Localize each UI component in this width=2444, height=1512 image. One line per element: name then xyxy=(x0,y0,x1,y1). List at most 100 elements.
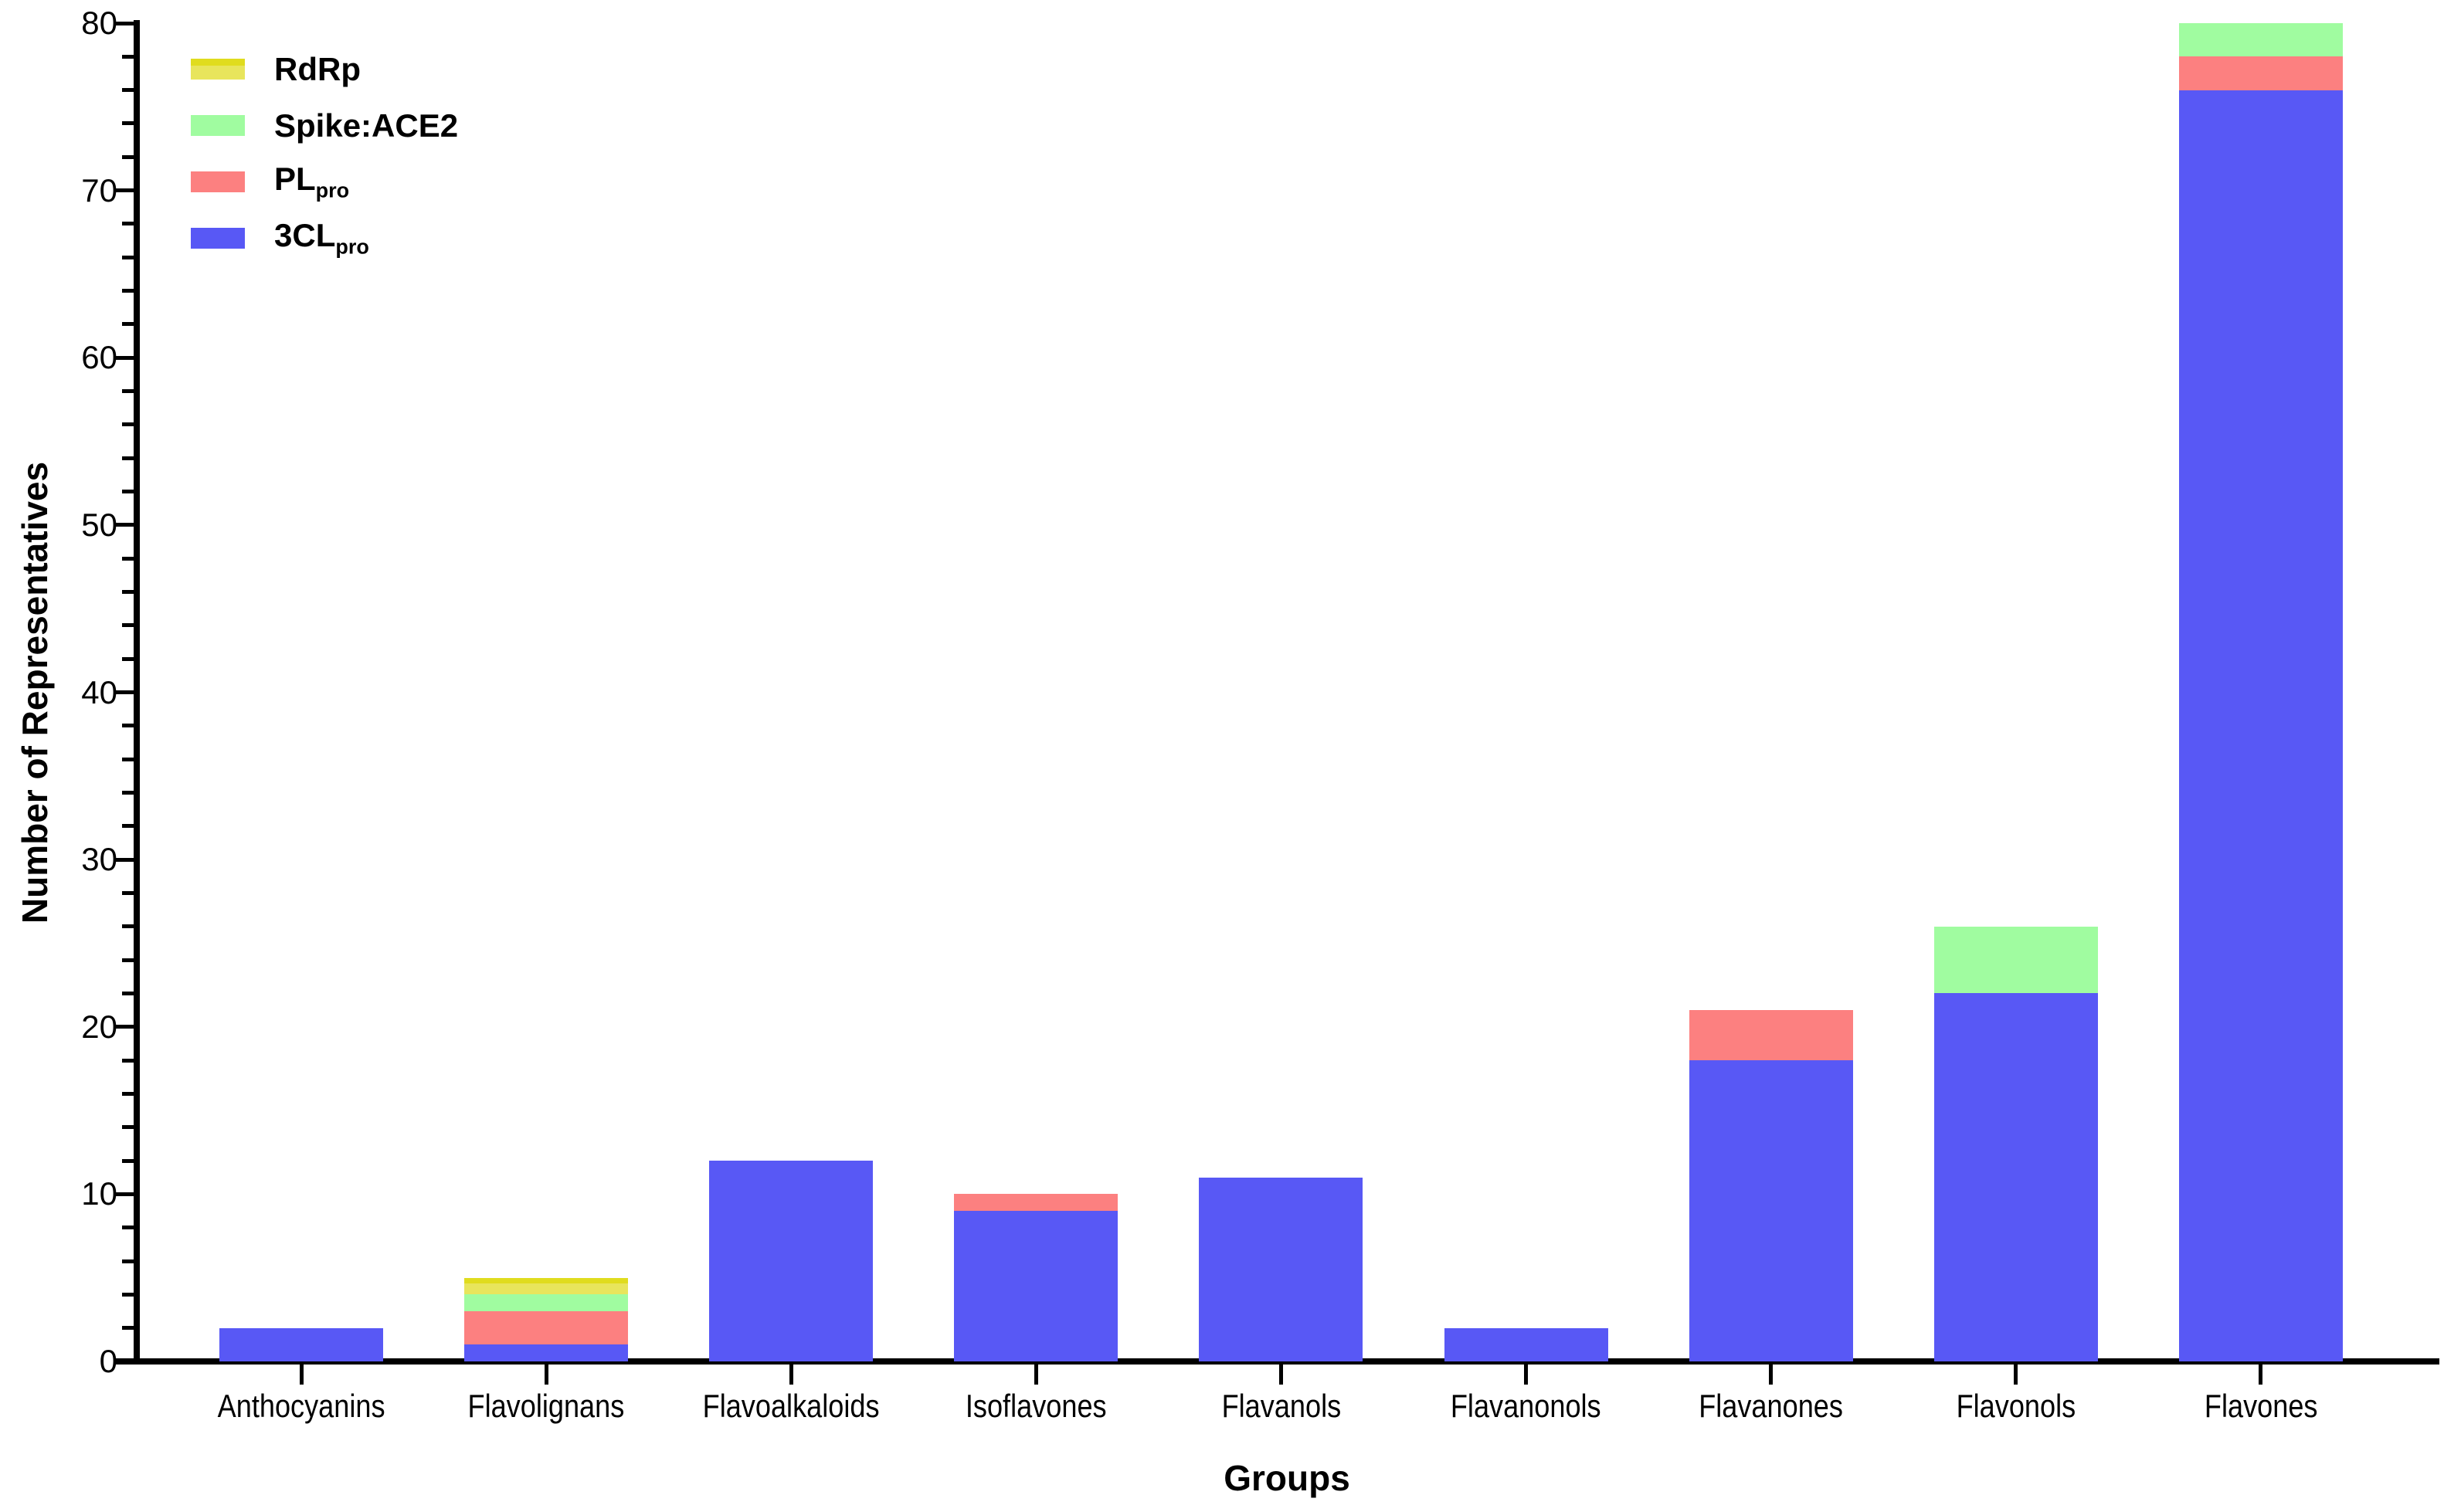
x-category-label: Flavones xyxy=(2137,1386,2385,1426)
bar-segment-3clpro xyxy=(219,1327,383,1361)
y-major-tick xyxy=(114,1025,134,1029)
y-minor-tick xyxy=(122,289,134,293)
x-tick xyxy=(2014,1365,2018,1385)
y-minor-tick xyxy=(122,456,134,460)
y-major-tick xyxy=(114,690,134,694)
x-tick xyxy=(299,1365,304,1385)
y-minor-tick xyxy=(122,422,134,427)
y-major-tick xyxy=(114,188,134,193)
legend-swatch-spike-ace2 xyxy=(191,115,245,136)
y-minor-tick xyxy=(122,991,134,995)
legend-row-spike-ace2: Spike:ACE2 xyxy=(191,97,458,154)
y-minor-tick xyxy=(122,490,134,494)
y-minor-tick xyxy=(122,958,134,962)
legend-label-3clpro: 3CLpro xyxy=(274,217,369,259)
y-major-tick xyxy=(114,523,134,527)
y-minor-tick xyxy=(122,389,134,394)
y-minor-tick xyxy=(122,1326,134,1331)
bar-segment-3clpro xyxy=(709,1161,874,1361)
y-minor-tick xyxy=(122,757,134,761)
x-category-label: Flavanones xyxy=(1648,1386,1895,1426)
x-tick xyxy=(1278,1365,1283,1385)
bar-segment-spike-ace2 xyxy=(464,1294,629,1311)
legend: RdRp Spike:ACE2 PLpro 3CLpro xyxy=(191,41,458,266)
legend-label-subscript: pro xyxy=(335,235,369,259)
y-tick-label: 70 xyxy=(81,171,117,208)
y-minor-tick xyxy=(122,590,134,595)
y-tick-label: 50 xyxy=(81,506,117,543)
y-minor-tick xyxy=(122,255,134,259)
legend-row-rdrp: RdRp xyxy=(191,41,458,97)
y-tick-label: 80 xyxy=(81,5,117,41)
legend-swatch-rdrp xyxy=(191,59,245,80)
y-tick-label: 60 xyxy=(81,339,117,376)
bar-segment-3clpro xyxy=(1444,1327,1608,1361)
bar-segment-3clpro xyxy=(1933,993,2098,1361)
y-tick-label: 30 xyxy=(81,841,117,878)
legend-label-spike-ace2: Spike:ACE2 xyxy=(274,107,459,144)
x-category-label-text: Flavonols xyxy=(1956,1388,2076,1424)
bar-segment-3clpro xyxy=(464,1344,629,1361)
y-minor-tick xyxy=(122,1259,134,1263)
x-tick xyxy=(544,1365,548,1385)
x-category-label-text: Flavolignans xyxy=(467,1388,625,1424)
x-category-label: Flavolignans xyxy=(423,1386,670,1426)
x-tick xyxy=(1769,1365,1774,1385)
bar-segment-spike-ace2 xyxy=(1933,926,2098,994)
y-minor-tick xyxy=(122,322,134,327)
y-tick-label: 20 xyxy=(81,1008,117,1045)
y-minor-tick xyxy=(122,824,134,829)
y-axis-line xyxy=(134,20,140,1365)
y-minor-tick xyxy=(122,1226,134,1230)
y-minor-tick xyxy=(122,890,134,895)
y-major-tick xyxy=(114,857,134,862)
x-axis-line xyxy=(114,1358,2439,1365)
x-tick xyxy=(789,1365,793,1385)
bar-segment-3clpro xyxy=(954,1211,1118,1361)
x-category-label: Anthocyanins xyxy=(178,1386,425,1426)
y-major-tick xyxy=(114,21,134,25)
bar-segment-spike-ace2 xyxy=(2178,23,2343,57)
y-minor-tick xyxy=(122,924,134,929)
x-category-label: Flavonols xyxy=(1892,1386,2140,1426)
bar-segment-plpro xyxy=(1689,1010,1853,1061)
legend-row-plpro: PLpro xyxy=(191,154,458,210)
y-minor-tick xyxy=(122,222,134,226)
x-tick xyxy=(2259,1365,2263,1385)
bar-segment-rdrp xyxy=(464,1277,629,1295)
y-major-tick xyxy=(114,1192,134,1196)
y-minor-tick xyxy=(122,1158,134,1163)
x-tick xyxy=(1524,1365,1528,1385)
x-category-label-text: Flavoalkaloids xyxy=(702,1388,880,1424)
x-category-label: Flavoalkaloids xyxy=(667,1386,915,1426)
bar-segment-plpro xyxy=(464,1311,629,1345)
y-minor-tick xyxy=(122,88,134,93)
y-tick-label: 40 xyxy=(81,673,117,710)
x-axis-title: Groups xyxy=(1224,1458,1350,1498)
legend-label-rdrp: RdRp xyxy=(274,50,361,87)
y-minor-tick xyxy=(122,656,134,661)
x-category-label-text: Anthocyanins xyxy=(217,1388,385,1424)
y-minor-tick xyxy=(122,1292,134,1297)
x-category-label-text: Flavanonols xyxy=(1451,1388,1601,1424)
y-minor-tick xyxy=(122,556,134,561)
x-category-label-text: Flavanols xyxy=(1221,1388,1341,1424)
legend-row-3clpro: 3CLpro xyxy=(191,210,458,266)
y-minor-tick xyxy=(122,1091,134,1096)
y-tick-label: 10 xyxy=(81,1175,117,1212)
y-major-tick xyxy=(114,355,134,360)
legend-swatch-3clpro xyxy=(191,228,245,249)
x-category-label-text: Flavones xyxy=(2204,1388,2318,1424)
x-category-label-text: Isoflavones xyxy=(965,1388,1107,1424)
legend-swatch-plpro xyxy=(191,171,245,192)
bar-segment-3clpro xyxy=(2178,90,2343,1361)
x-category-label: Isoflavones xyxy=(912,1386,1159,1426)
bar-segment-plpro xyxy=(2178,56,2343,90)
bar-segment-3clpro xyxy=(1199,1177,1363,1361)
y-minor-tick xyxy=(122,121,134,126)
y-minor-tick xyxy=(122,154,134,159)
y-minor-tick xyxy=(122,724,134,728)
y-minor-tick xyxy=(122,1058,134,1063)
legend-label-subscript: pro xyxy=(315,178,350,202)
